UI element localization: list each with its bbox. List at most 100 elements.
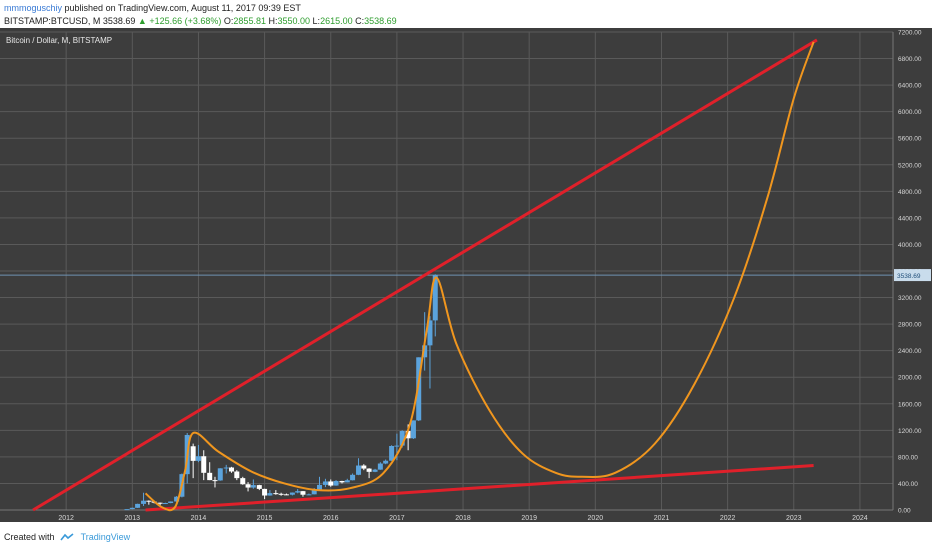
candle-body [245, 484, 251, 488]
candle-body [267, 493, 273, 496]
candle-body [212, 480, 218, 482]
candle-body [124, 509, 130, 511]
candle-body [217, 468, 223, 481]
chart-title: Bitcoin / Dollar, M, BITSTAMP [6, 36, 112, 45]
upper-trendline [32, 38, 818, 512]
tradingview-link[interactable]: TradingView [80, 532, 131, 542]
last-price: 3538.69 [102, 16, 136, 26]
candle-body [223, 467, 229, 469]
y-tick-label: 2400.00 [898, 348, 922, 355]
open-value: 2855.81 [233, 16, 266, 26]
candle-body [432, 275, 438, 321]
y-tick-label: 4400.00 [898, 215, 922, 222]
footer: Created with TradingView [4, 532, 130, 542]
candle-body [339, 480, 345, 483]
author-link[interactable]: mmmoguschiy [4, 3, 63, 13]
candle-body [201, 456, 207, 473]
candle-body [256, 485, 262, 489]
x-tick-label: 2023 [786, 515, 802, 522]
y-tick-label: 1600.00 [898, 401, 922, 408]
candle-body [129, 507, 135, 510]
open-label: O: [223, 16, 234, 26]
close-value: 3538.69 [364, 16, 397, 26]
candle-body [344, 480, 350, 483]
candle-body [234, 471, 240, 479]
y-tick-label: 6000.00 [898, 109, 922, 116]
candle-body [316, 484, 322, 490]
candle-body [328, 481, 334, 486]
candle-body [157, 502, 163, 504]
high-value: 3550.00 [277, 16, 311, 26]
chart-panel[interactable]: 2012 2013 2014 2015 2016 2017 2018 2019 2020 2021… [0, 28, 932, 522]
x-tick-label: 2017 [389, 515, 405, 522]
y-tick-label: 2800.00 [898, 322, 922, 329]
y-tick-label: 3200.00 [898, 295, 922, 302]
current-price-label: 3538.69 [897, 273, 921, 280]
y-tick-label: 2000.00 [898, 375, 922, 382]
candle-body [350, 474, 356, 481]
x-tick-label: 2013 [125, 515, 141, 522]
x-tick-label: 2014 [191, 515, 207, 522]
published-text: published on TradingView.com, August 11,… [64, 3, 301, 13]
candle-body [366, 468, 372, 472]
candle-body [283, 494, 289, 496]
candle-body [361, 465, 367, 469]
candle-body [300, 491, 306, 495]
candle-body [278, 493, 284, 495]
candle-body [399, 430, 405, 446]
candle-body [195, 456, 201, 461]
y-tick-label: 1200.00 [898, 428, 922, 435]
price-chart[interactable]: 2012 2013 2014 2015 2016 2017 2018 2019 2020 2021… [0, 28, 932, 522]
candle-body [229, 467, 235, 472]
candle-body [322, 481, 328, 485]
x-tick-label: 2016 [323, 515, 339, 522]
candle-body [416, 357, 422, 421]
candle-body [135, 503, 141, 508]
candle-body [405, 430, 411, 439]
candle-body [162, 503, 168, 505]
y-tick-label: 400.00 [898, 481, 918, 488]
symbol-label: BITSTAMP:BTCUSD, M [4, 16, 101, 26]
candle-body [141, 500, 147, 504]
projection-curve [144, 41, 815, 512]
y-tick-label: 7200.00 [898, 30, 922, 37]
x-tick-label: 2015 [257, 515, 273, 522]
candle-body [240, 478, 246, 485]
x-tick-label: 2012 [58, 515, 74, 522]
y-tick-label: 4800.00 [898, 189, 922, 196]
close-label: C: [355, 16, 365, 26]
candle-body [377, 463, 383, 470]
y-tick-label: 5600.00 [898, 136, 922, 143]
x-tick-label: 2024 [852, 515, 868, 522]
candle-body [295, 491, 301, 493]
candle-body [174, 496, 180, 502]
candle-body [146, 500, 152, 502]
ohlc-line: BITSTAMP:BTCUSD, M 3538.69 ▲ +125.66 (+3… [4, 16, 397, 26]
lower-trendline [145, 464, 814, 512]
y-tick-label: 4000.00 [898, 242, 922, 249]
candle-body [207, 472, 213, 481]
candle-body [372, 469, 378, 472]
high-label: H: [268, 16, 278, 26]
y-tick-label: 0.00 [898, 508, 911, 515]
candle-body [422, 345, 428, 358]
candle-body [394, 445, 400, 447]
candle-body [383, 460, 389, 464]
x-tick-label: 2022 [720, 515, 736, 522]
candle-body [250, 485, 256, 488]
y-tick-label: 5200.00 [898, 162, 922, 169]
low-value: 2615.00 [320, 16, 353, 26]
candle-body [311, 489, 317, 495]
candle-body [273, 493, 279, 495]
low-label: L: [312, 16, 321, 26]
current-price-tag [894, 269, 931, 282]
candle-body [168, 501, 174, 504]
x-tick-label: 2021 [654, 515, 670, 522]
x-tick-label: 2019 [521, 515, 537, 522]
y-tick-label: 6800.00 [898, 56, 922, 63]
candle-body [356, 465, 362, 475]
tradingview-logo-icon [60, 533, 74, 541]
candle-body [190, 446, 196, 461]
candle-body [427, 320, 433, 346]
candle-body [333, 480, 339, 486]
